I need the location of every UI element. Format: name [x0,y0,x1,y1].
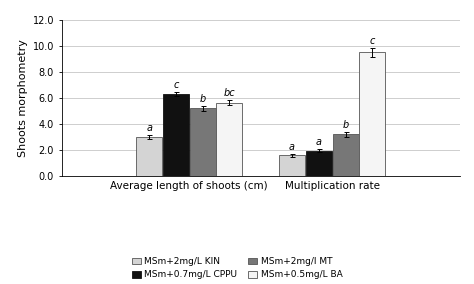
Bar [306,151,332,176]
Bar [216,103,242,176]
Y-axis label: Shoots morphometry: Shoots morphometry [18,39,28,157]
Bar [163,94,189,176]
Text: c: c [369,36,375,46]
Text: c: c [173,80,179,90]
Text: b: b [200,94,206,104]
Legend: MSm+2mg/L KIN, MSm+0.7mg/L CPPU, MSm+2mg/l MT, MSm+0.5mg/L BA: MSm+2mg/L KIN, MSm+0.7mg/L CPPU, MSm+2mg… [132,257,342,279]
Text: b: b [342,120,349,130]
Bar [279,155,305,176]
Text: a: a [289,142,295,152]
Text: bc: bc [224,88,235,98]
Bar [190,108,216,176]
Bar [359,53,385,176]
Bar [333,134,358,176]
Text: a: a [146,123,152,133]
Text: a: a [316,137,322,147]
Bar [137,137,162,176]
